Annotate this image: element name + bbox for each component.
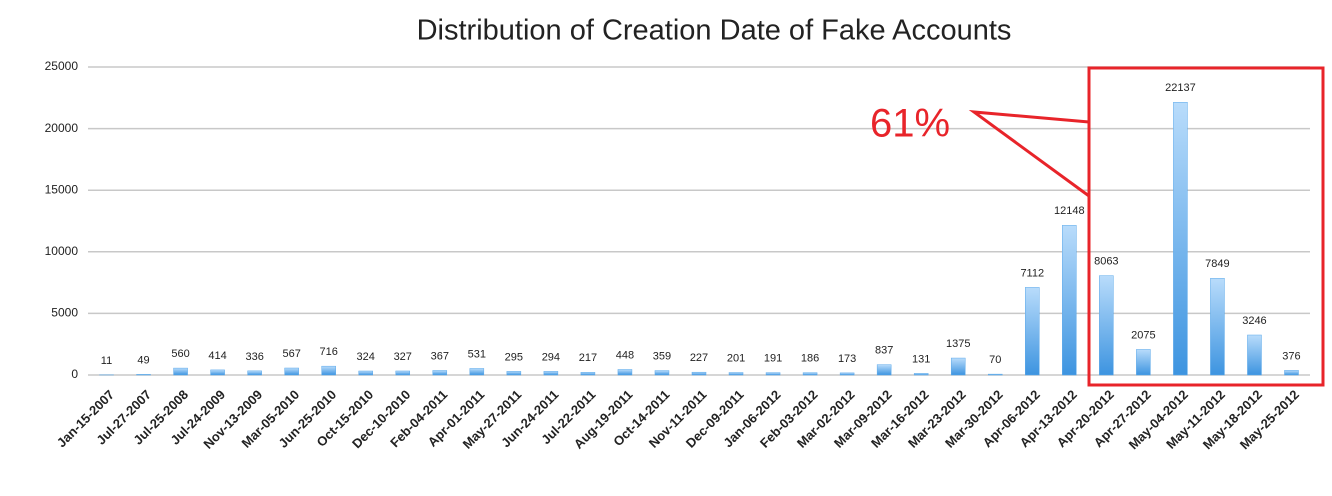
value-label: 1375	[946, 338, 970, 350]
value-label: 367	[431, 350, 449, 362]
bar	[876, 364, 892, 376]
y-tick-label: 5000	[51, 306, 78, 320]
y-tick-label: 10000	[45, 244, 79, 258]
callout	[968, 110, 1090, 198]
bar	[395, 370, 411, 376]
value-label: 295	[505, 351, 523, 363]
value-label: 70	[989, 354, 1001, 366]
bar	[691, 371, 707, 376]
value-label: 336	[245, 351, 263, 363]
value-label: 324	[357, 351, 375, 363]
bar	[432, 370, 448, 376]
bar	[654, 370, 670, 376]
value-label: 131	[912, 353, 930, 365]
value-label: 567	[282, 348, 300, 360]
bar	[950, 357, 966, 376]
value-label: 186	[801, 353, 819, 365]
value-label: 2075	[1131, 329, 1155, 341]
value-label: 414	[208, 350, 226, 362]
bar	[728, 372, 744, 376]
bar	[1210, 278, 1225, 376]
value-label: 376	[1282, 350, 1300, 362]
value-label: 191	[764, 353, 782, 365]
value-label: 294	[542, 351, 560, 363]
bar	[543, 371, 559, 376]
plot-area: 050001000015000200002500011Jan-15-200749…	[45, 59, 1310, 452]
value-label: 227	[690, 352, 708, 364]
value-label: 173	[838, 353, 856, 365]
bar	[210, 369, 225, 376]
bar	[1173, 102, 1188, 376]
bar	[1247, 334, 1262, 376]
value-label: 7112	[1020, 267, 1044, 279]
value-label: 837	[875, 345, 893, 357]
bar	[765, 372, 781, 376]
bar	[580, 372, 596, 376]
bar	[1062, 225, 1077, 376]
value-label: 560	[171, 348, 189, 360]
bar	[136, 374, 151, 376]
y-tick-label: 0	[71, 367, 78, 381]
value-label: 716	[320, 346, 338, 358]
bar	[358, 370, 373, 376]
y-tick-label: 25000	[45, 59, 79, 73]
value-label: 7849	[1205, 258, 1229, 270]
bar	[1099, 275, 1114, 376]
y-tick-label: 15000	[45, 182, 79, 196]
bar	[1284, 370, 1299, 376]
bar	[987, 373, 1003, 376]
bar	[469, 368, 485, 376]
chart-title: Distribution of Creation Date of Fake Ac…	[417, 15, 1012, 47]
bar	[247, 370, 262, 376]
bar	[506, 371, 522, 376]
bar	[1025, 287, 1040, 376]
y-tick-label: 20000	[45, 121, 79, 135]
bar	[321, 365, 336, 376]
value-label: 49	[137, 354, 149, 366]
value-label: 11	[101, 355, 112, 367]
bar	[173, 367, 188, 376]
value-label: 327	[394, 351, 412, 363]
value-label: 448	[616, 349, 634, 361]
bar	[839, 372, 855, 376]
bar	[802, 372, 818, 376]
annotation: 61%	[870, 102, 950, 146]
bar	[913, 373, 929, 376]
bar	[1136, 349, 1151, 376]
value-label: 531	[468, 348, 486, 360]
highlight-box	[1087, 66, 1325, 387]
value-label: 22137	[1165, 82, 1196, 94]
value-label: 217	[579, 352, 597, 364]
value-label: 359	[653, 350, 671, 362]
value-label: 8063	[1094, 256, 1118, 268]
value-label: 12148	[1054, 205, 1085, 217]
bar	[284, 367, 299, 376]
bar	[617, 369, 633, 376]
value-label: 201	[727, 352, 745, 364]
value-label: 3246	[1242, 315, 1266, 327]
